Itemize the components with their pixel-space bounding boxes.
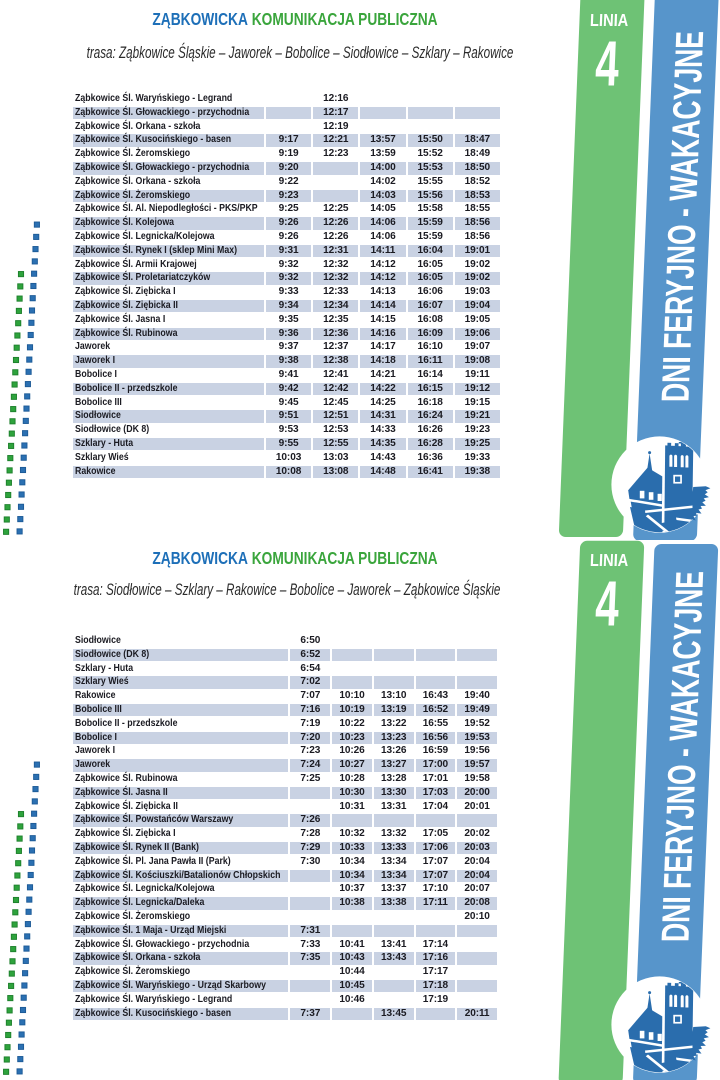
svg-text:4: 4 (594, 569, 620, 640)
svg-text:LINIA: LINIA (590, 551, 629, 570)
svg-text:LINIA: LINIA (590, 11, 629, 30)
svg-text:4: 4 (594, 29, 620, 100)
